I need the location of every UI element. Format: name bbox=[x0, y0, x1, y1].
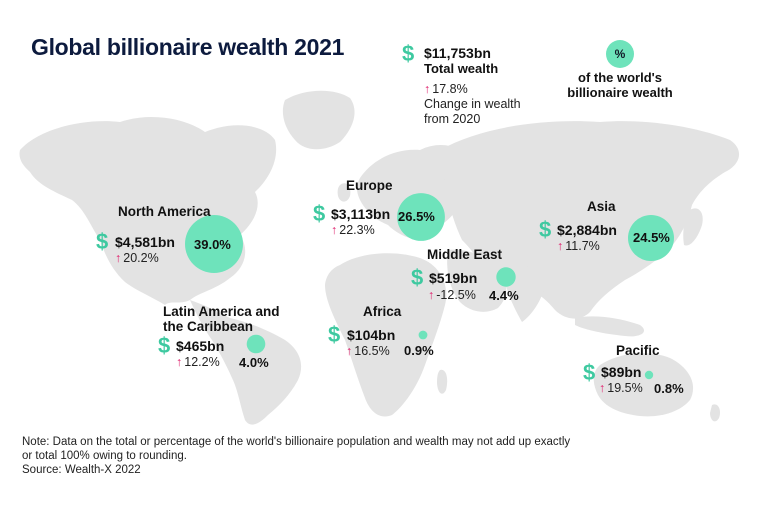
uk-landmass bbox=[337, 183, 351, 202]
wealth-latin-america: $465bn bbox=[176, 338, 225, 354]
share-middle-east: 4.4% bbox=[489, 288, 519, 303]
dollar-icon: $ bbox=[96, 229, 109, 254]
madagascar-landmass bbox=[437, 369, 448, 394]
dollar-icon: $ bbox=[328, 322, 341, 347]
bubbles bbox=[185, 193, 674, 380]
share-africa: 0.9% bbox=[404, 343, 434, 358]
wealth-middle-east: $519bn bbox=[429, 270, 478, 286]
share-europe: 26.5% bbox=[398, 209, 435, 224]
bubble-1 bbox=[397, 193, 445, 241]
dollar-icon: $ bbox=[411, 265, 424, 290]
dollar-icon: $ bbox=[539, 217, 552, 242]
change-middle-east: ↑ -12.5% bbox=[428, 288, 476, 302]
legend-bubble-label-1: of the world's bbox=[578, 70, 662, 85]
note-line-2: or total 100% owing to rounding. bbox=[22, 450, 187, 462]
new-zealand-landmass bbox=[710, 404, 721, 422]
bubble-6 bbox=[644, 370, 654, 380]
bubble-0 bbox=[185, 215, 243, 273]
share-pacific: 0.8% bbox=[654, 381, 684, 396]
share-latin-america: 4.0% bbox=[239, 355, 269, 370]
region-label-europe: Europe bbox=[346, 178, 393, 193]
share-asia: 24.5% bbox=[633, 230, 670, 245]
middle-east-landmass bbox=[447, 249, 507, 312]
up-arrow-icon: ↑ bbox=[115, 251, 122, 265]
wealth-asia: $2,884bn bbox=[557, 222, 617, 238]
change-asia: ↑ 11.7% bbox=[557, 239, 600, 253]
chart-title: Global billionaire wealth 2021 bbox=[31, 34, 345, 60]
note-line-1: Note: Data on the total or percentage of… bbox=[22, 436, 571, 448]
australia-landmass bbox=[593, 353, 694, 417]
region-label-north-america: North America bbox=[118, 204, 211, 219]
up-arrow-icon: ↑ bbox=[331, 223, 338, 237]
source: Source: Wealth-X 2022 bbox=[22, 464, 141, 476]
footnote: Note: Data on the total or percentage of… bbox=[22, 435, 662, 477]
wealth-africa: $104bn bbox=[347, 327, 396, 343]
change-africa: ↑ 16.5% bbox=[346, 344, 390, 358]
bubble-2 bbox=[628, 215, 674, 261]
japan-landmass bbox=[683, 208, 703, 246]
se-asia-islands bbox=[575, 316, 645, 337]
up-arrow-icon: ↑ bbox=[599, 381, 606, 395]
region-label-middle-east: Middle East bbox=[427, 247, 503, 262]
wealth-north-america: $4,581bn bbox=[115, 234, 175, 250]
change-latin-america: ↑ 12.2% bbox=[176, 355, 220, 369]
change-europe: ↑ 22.3% bbox=[331, 223, 375, 237]
change-pacific: ↑ 19.5% bbox=[599, 381, 643, 395]
bubble-5 bbox=[418, 330, 428, 340]
dollar-icon: $ bbox=[313, 201, 326, 226]
wealth-europe: $3,113bn bbox=[331, 206, 391, 222]
share-north-america: 39.0% bbox=[194, 237, 231, 252]
bubble-3 bbox=[496, 267, 516, 287]
up-arrow-icon: ↑ bbox=[428, 288, 435, 302]
dollar-icon: $ bbox=[158, 333, 171, 358]
legend-change-label-2: from 2020 bbox=[424, 112, 481, 126]
up-arrow-icon: ↑ bbox=[557, 239, 564, 253]
bubble-4 bbox=[246, 334, 266, 354]
greenland-landmass bbox=[282, 90, 355, 150]
up-arrow-icon: ↑ bbox=[346, 344, 353, 358]
region-label-africa: Africa bbox=[363, 304, 402, 319]
south-america-landmass bbox=[190, 300, 302, 425]
legend-bubble-icon: % bbox=[606, 40, 634, 68]
legend-change: ↑ 17.8% bbox=[424, 82, 468, 96]
legend-dollar-icon: $ bbox=[402, 41, 415, 66]
up-arrow-icon: ↑ bbox=[424, 82, 431, 96]
legend-bubble-label-2: billionaire wealth bbox=[567, 85, 673, 100]
change-north-america: ↑ 20.2% bbox=[115, 251, 159, 265]
region-label-pacific: Pacific bbox=[616, 343, 660, 358]
wealth-pacific: $89bn bbox=[601, 364, 642, 380]
legend-change-label-1: Change in wealth bbox=[424, 97, 521, 111]
region-label-asia: Asia bbox=[587, 199, 616, 214]
legend-total-label: Total wealth bbox=[424, 61, 499, 76]
region-label-latin-america-1: Latin America and bbox=[163, 304, 280, 319]
dollar-icon: $ bbox=[583, 360, 596, 385]
up-arrow-icon: ↑ bbox=[176, 355, 183, 369]
africa-landmass bbox=[325, 253, 447, 417]
region-label-latin-america-2: the Caribbean bbox=[163, 319, 254, 334]
legend-total-amount: $11,753bn bbox=[424, 45, 491, 61]
